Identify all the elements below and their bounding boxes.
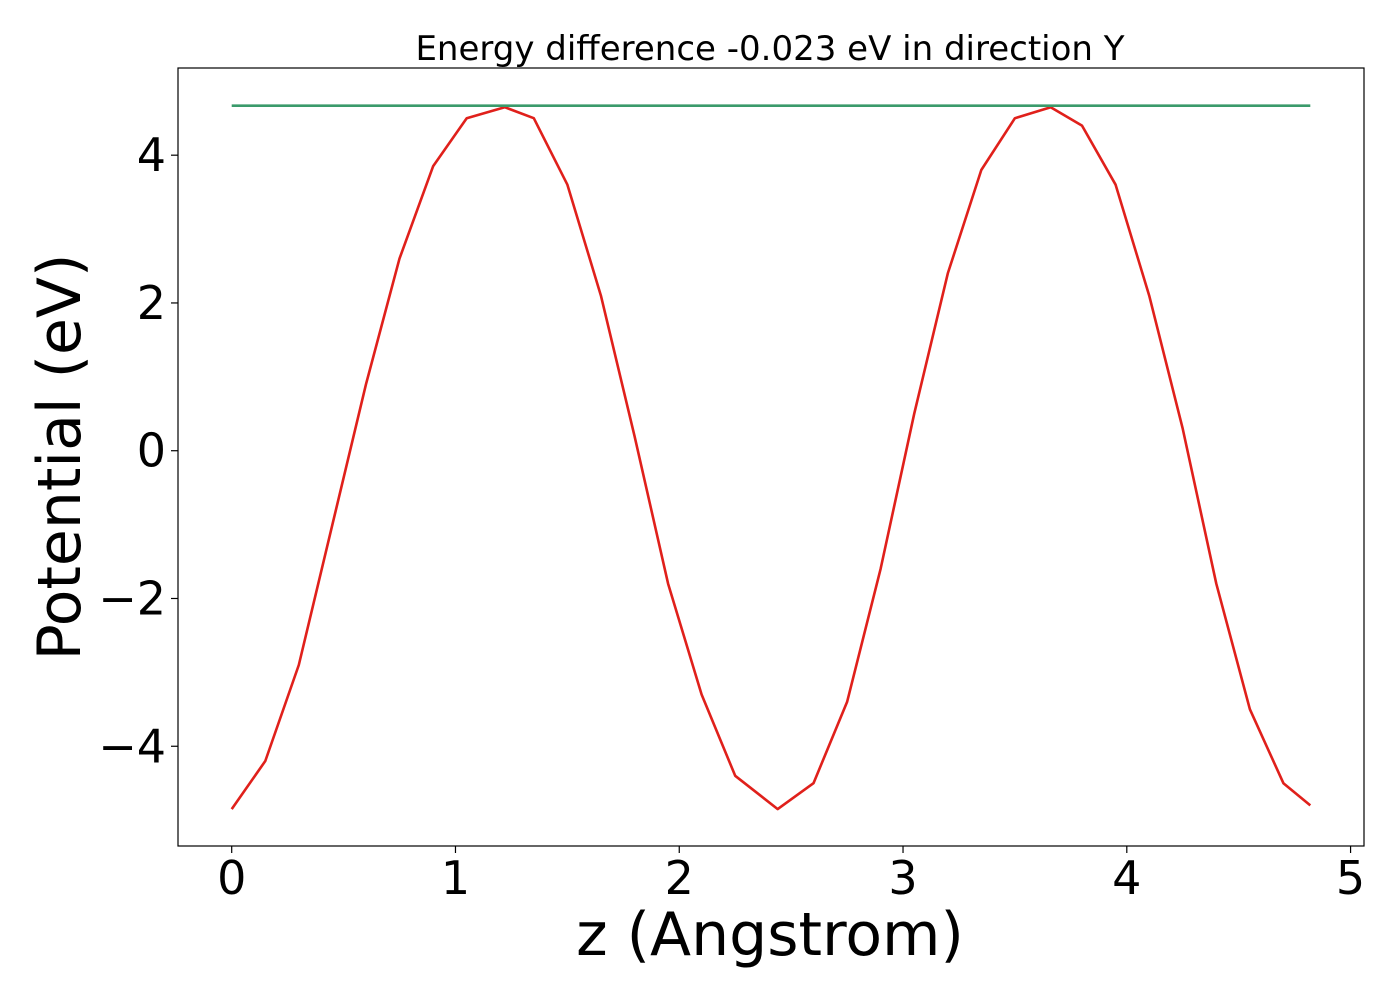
axes-frame <box>177 67 1365 847</box>
y-tick-label: 4 <box>137 128 166 182</box>
plot-area: 0 1 2 3 4 5 −4 −2 0 2 4 <box>98 67 1365 905</box>
x-tick-label: 2 <box>665 851 694 905</box>
y-tick-label: 0 <box>137 424 166 478</box>
x-tick-label: 1 <box>441 851 470 905</box>
chart-title: Energy difference -0.023 eV in direction… <box>415 29 1124 69</box>
y-tick-label: 2 <box>137 276 166 330</box>
series-line-1 <box>230 105 1312 811</box>
x-axis-label: z (Angstrom) <box>576 900 964 970</box>
y-axis-label: Potential (eV) <box>25 254 95 661</box>
x-tick-label: 3 <box>888 851 917 905</box>
y-tick-label: −4 <box>98 719 166 773</box>
x-tick-label: 4 <box>1112 851 1141 905</box>
y-tick-label: −2 <box>98 571 166 625</box>
x-tick-label: 0 <box>217 851 246 905</box>
x-tick-label: 5 <box>1336 851 1365 905</box>
